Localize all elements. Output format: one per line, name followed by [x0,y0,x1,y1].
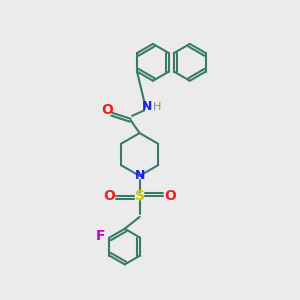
Text: O: O [103,189,115,203]
Text: N: N [142,100,152,113]
Text: O: O [101,103,113,117]
Text: N: N [134,169,145,182]
Text: F: F [96,229,106,243]
Text: H: H [153,102,162,112]
Text: O: O [164,189,176,203]
Text: S: S [135,189,145,203]
